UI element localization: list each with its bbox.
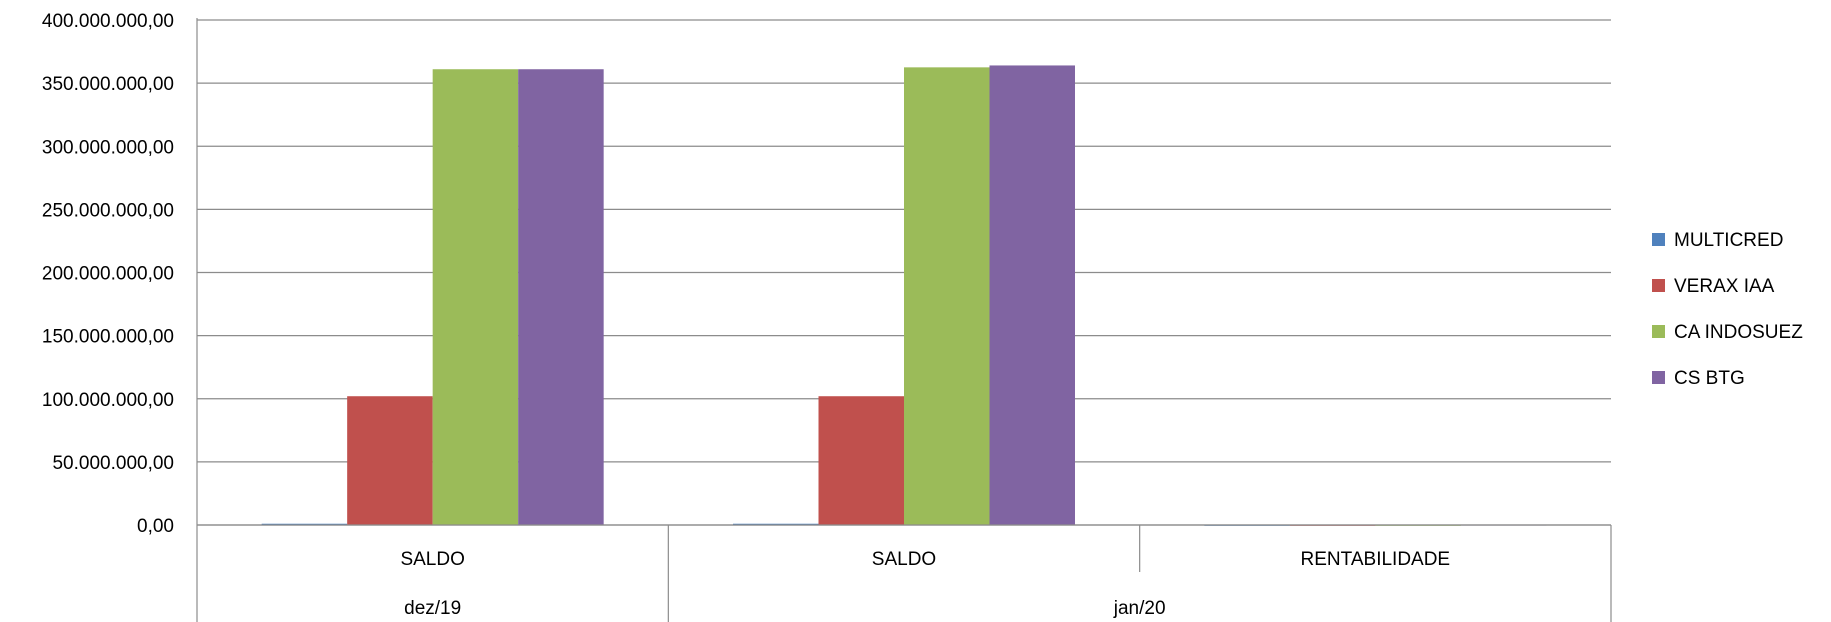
y-tick-label: 250.000.000,00 [42,200,174,221]
group-labels: dez/19 jan/20 [404,598,1165,619]
bar-cs-btg [989,65,1075,525]
legend-swatch [1652,371,1665,384]
x-group-label: dez/19 [404,598,461,619]
y-tick-label: 200.000.000,00 [42,264,174,285]
bar-cs-btg [518,69,604,526]
y-tick-label: 0,00 [137,516,174,537]
bar-verax-iaa [818,396,904,525]
x-category-label: SALDO [400,549,464,570]
legend-label: VERAX IAA [1674,276,1775,297]
y-tick-label: 100.000.000,00 [42,390,174,411]
legend-swatch [1652,279,1665,292]
legend-label: CA INDOSUEZ [1674,322,1803,343]
y-axis-tick-labels: 0,00 50.000.000,00 100.000.000,00 150.000.0… [42,11,174,537]
y-tick-label: 350.000.000,00 [42,74,174,95]
x-category-label: SALDO [872,549,936,570]
legend-swatch [1652,325,1665,338]
bar-ca-indosuez [904,67,990,525]
x-group-label: jan/20 [1113,598,1166,619]
y-tick-label: 50.000.000,00 [52,453,174,474]
axes [196,18,1612,622]
legend: MULTICRED VERAX IAA CA INDOSUEZ CS BTG [1652,230,1803,389]
bar-multicred [733,523,819,525]
y-tick-label: 400.000.000,00 [42,11,174,32]
legend-label: MULTICRED [1674,230,1783,251]
y-tick-label: 300.000.000,00 [42,137,174,158]
x-category-label: RENTABILIDADE [1301,549,1451,570]
category-labels: SALDO SALDO RENTABILIDADE [400,549,1450,570]
bar-multicred [261,523,348,525]
y-tick-label: 150.000.000,00 [42,327,174,348]
legend-label: CS BTG [1674,368,1745,389]
bars [261,65,1547,526]
bar-verax-iaa [347,396,433,525]
bar-ca-indosuez [432,69,519,526]
legend-swatch [1652,233,1665,246]
